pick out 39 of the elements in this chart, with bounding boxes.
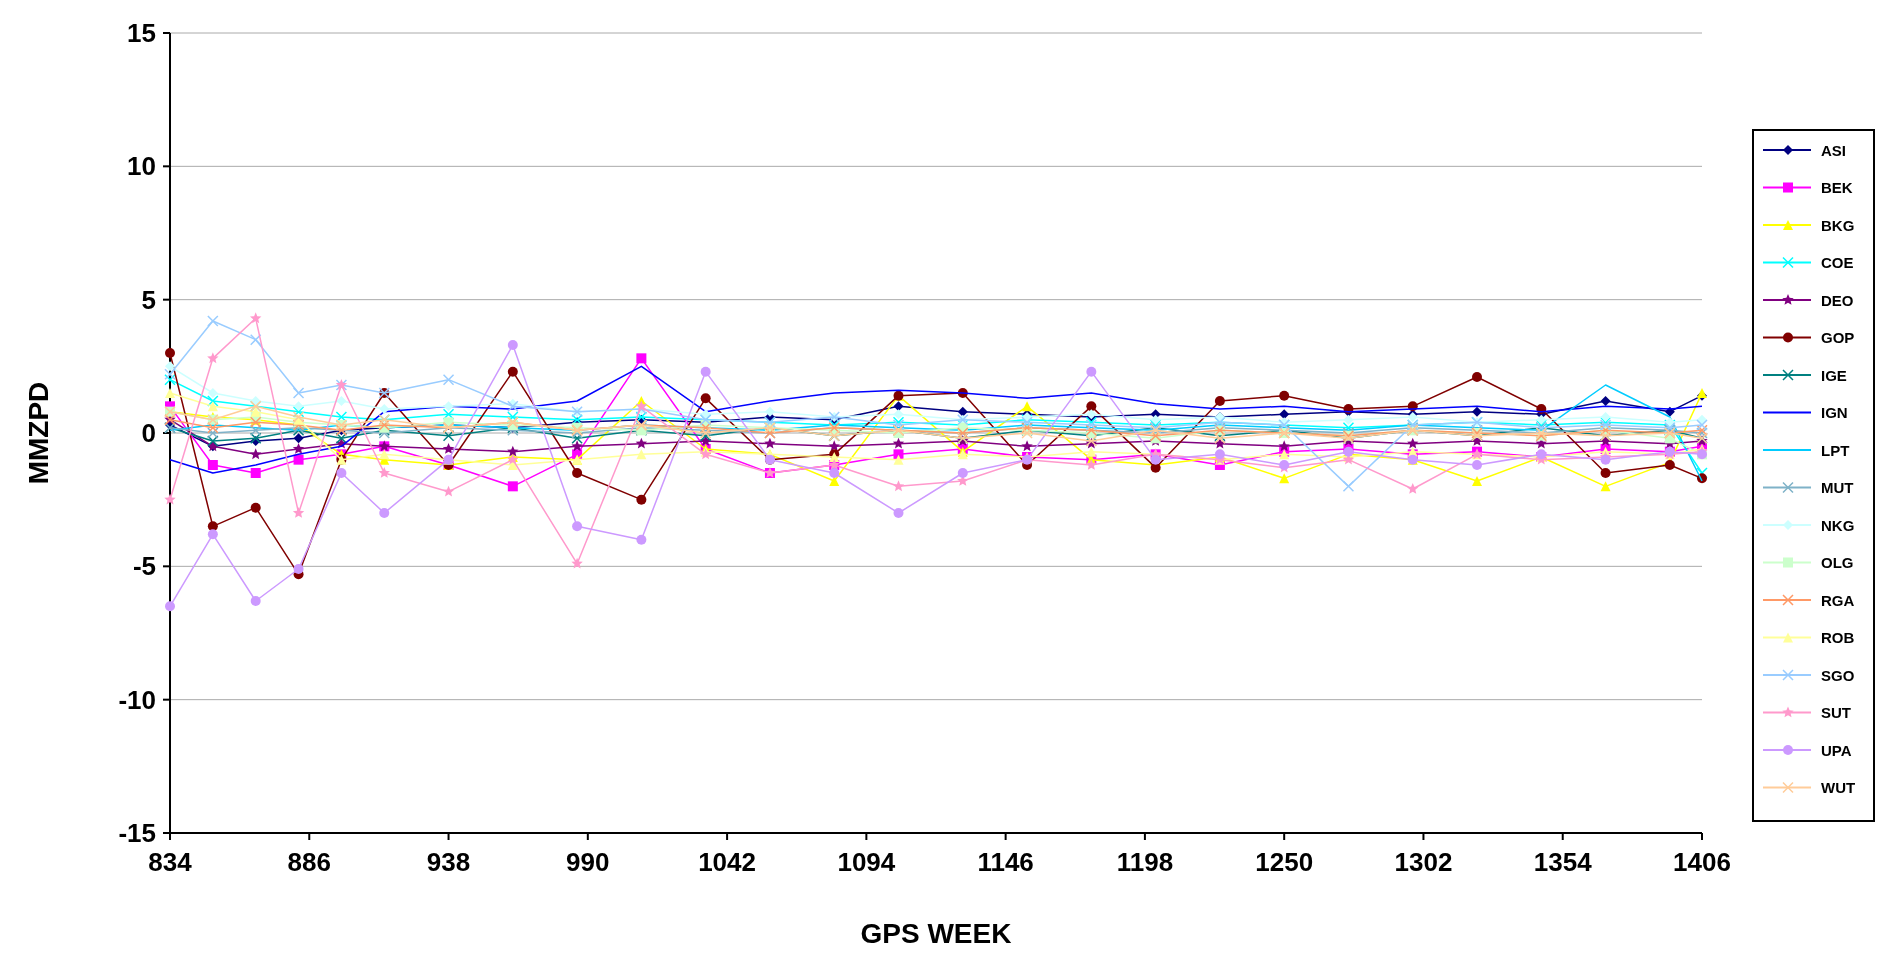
- x-axis-title: GPS WEEK: [860, 918, 1012, 949]
- x-tick-label: 938: [426, 847, 471, 877]
- x-tick-label: 1146: [977, 847, 1034, 877]
- legend-label: DEO: [1821, 291, 1854, 309]
- legend-label: BKG: [1821, 216, 1855, 234]
- legend-label: IGE: [1821, 366, 1847, 384]
- legend-label: IGN: [1821, 404, 1848, 421]
- legend-label: ROB: [1821, 629, 1855, 646]
- x-tick-label: 886: [287, 847, 331, 877]
- y-tick-label: -15: [118, 818, 156, 848]
- y-tick-label: -5: [132, 551, 156, 582]
- y-tick-label: 15: [127, 18, 156, 48]
- x-tick-label: 1042: [698, 847, 757, 877]
- x-tick-label: 834: [148, 847, 193, 877]
- legend-label: OLG: [1821, 554, 1854, 571]
- y-tick-label: 0: [141, 418, 156, 448]
- legend-label: RGA: [1821, 591, 1855, 609]
- x-tick-label: 990: [566, 847, 610, 877]
- legend-label: NKG: [1821, 516, 1855, 534]
- y-tick-label: -10: [118, 684, 156, 715]
- y-axis-title: MMZPD: [23, 381, 54, 485]
- legend-label: BEK: [1821, 179, 1853, 196]
- legend-label: SGO: [1821, 666, 1855, 684]
- x-tick-label: 1406: [1673, 847, 1731, 877]
- x-tick-label: 1094: [837, 847, 896, 877]
- legend-label: ASI: [1821, 141, 1847, 159]
- x-tick-label: 1302: [1394, 847, 1453, 877]
- legend-label: COE: [1821, 254, 1854, 271]
- y-tick-label: 5: [141, 284, 156, 315]
- legend-label: WUT: [1821, 779, 1856, 796]
- legend-label: SUT: [1821, 704, 1851, 721]
- x-tick-label: 1198: [1116, 847, 1174, 877]
- legend-label: LPT: [1821, 441, 1850, 459]
- legend-label: UPA: [1821, 741, 1852, 759]
- x-tick-label: 1354: [1533, 847, 1593, 877]
- x-tick-label: 1250: [1255, 847, 1314, 877]
- legend-label: MUT: [1821, 479, 1854, 496]
- y-tick-label: 10: [127, 151, 156, 182]
- legend-label: GOP: [1821, 329, 1855, 346]
